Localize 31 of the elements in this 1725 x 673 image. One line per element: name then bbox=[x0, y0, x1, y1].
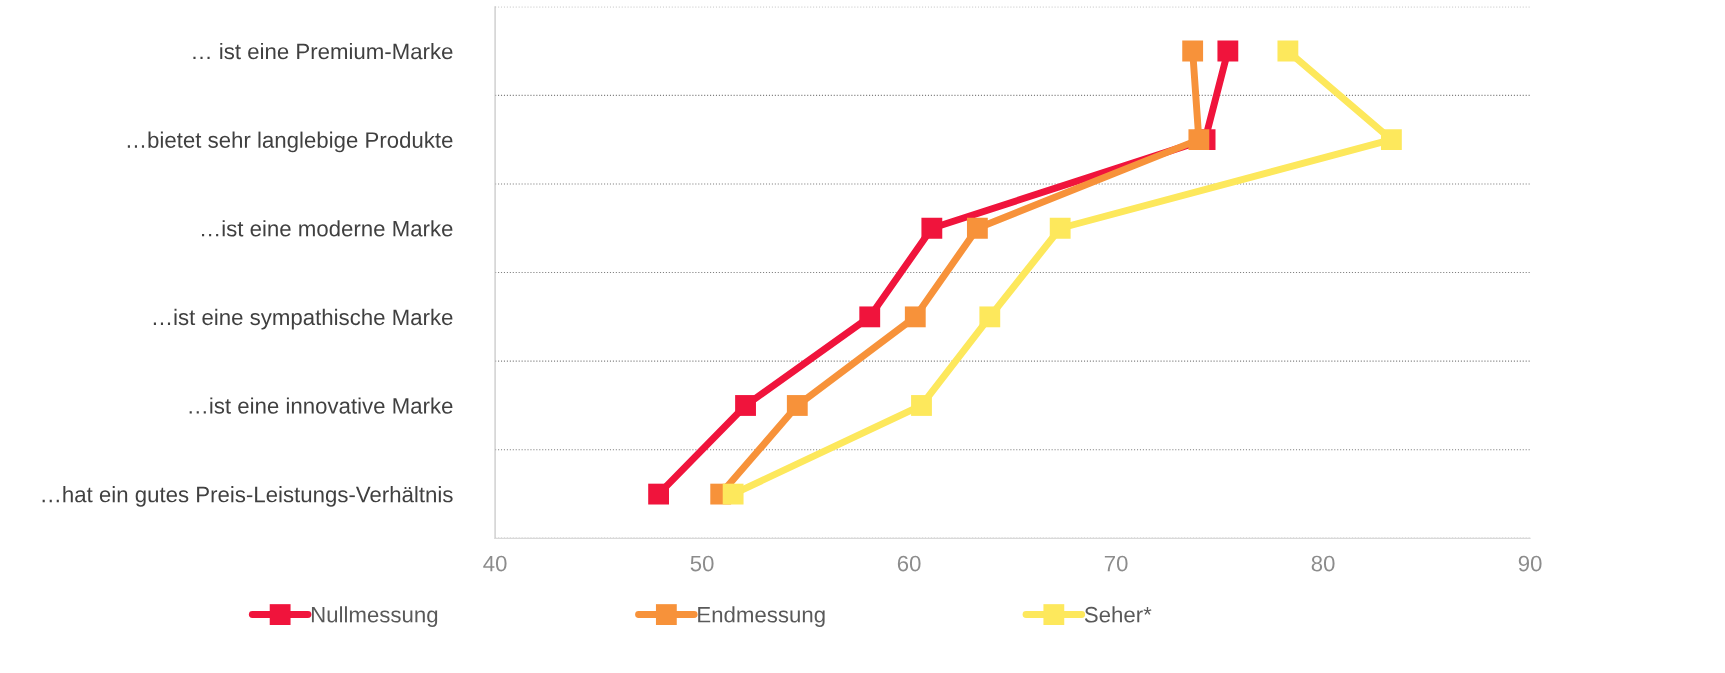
y-tick-label: …bietet sehr langlebige Produkte bbox=[127, 131, 453, 153]
y-tick-label: … ist eine Premium-Marke bbox=[193, 42, 453, 60]
point bbox=[786, 395, 808, 416]
point bbox=[904, 306, 926, 328]
x-tick-label: 50 bbox=[690, 555, 714, 572]
legend-label: Seher* bbox=[1084, 606, 1152, 623]
y-tick-label: …hat ein gutes Preis-Leistungs-Verhältnis bbox=[42, 486, 453, 507]
point bbox=[911, 395, 932, 416]
x-tick-label: 40 bbox=[483, 555, 507, 572]
x-tick-label: 70 bbox=[1104, 555, 1128, 572]
point bbox=[722, 483, 744, 505]
x-tick-label: 80 bbox=[1311, 555, 1335, 572]
point bbox=[859, 306, 881, 328]
point bbox=[1380, 129, 1402, 151]
point bbox=[1217, 40, 1239, 62]
point bbox=[1182, 40, 1204, 62]
point bbox=[648, 483, 670, 505]
point bbox=[1277, 40, 1299, 62]
legend-label: Nullmessung bbox=[311, 606, 438, 627]
y-tick-label: …ist eine sympathische Marke bbox=[153, 308, 453, 330]
point bbox=[921, 217, 943, 239]
legend-label: Endmessung bbox=[698, 606, 825, 627]
point bbox=[735, 395, 756, 416]
y-tick-label: …ist eine innovative Marke bbox=[189, 397, 453, 414]
point bbox=[979, 306, 1001, 328]
x-tick-label: 60 bbox=[897, 555, 921, 572]
x-tick-label: 90 bbox=[1518, 555, 1542, 572]
point bbox=[1188, 129, 1210, 151]
point bbox=[966, 217, 988, 239]
point bbox=[1049, 217, 1071, 239]
y-tick-label: …ist eine moderne Marke bbox=[202, 220, 453, 237]
